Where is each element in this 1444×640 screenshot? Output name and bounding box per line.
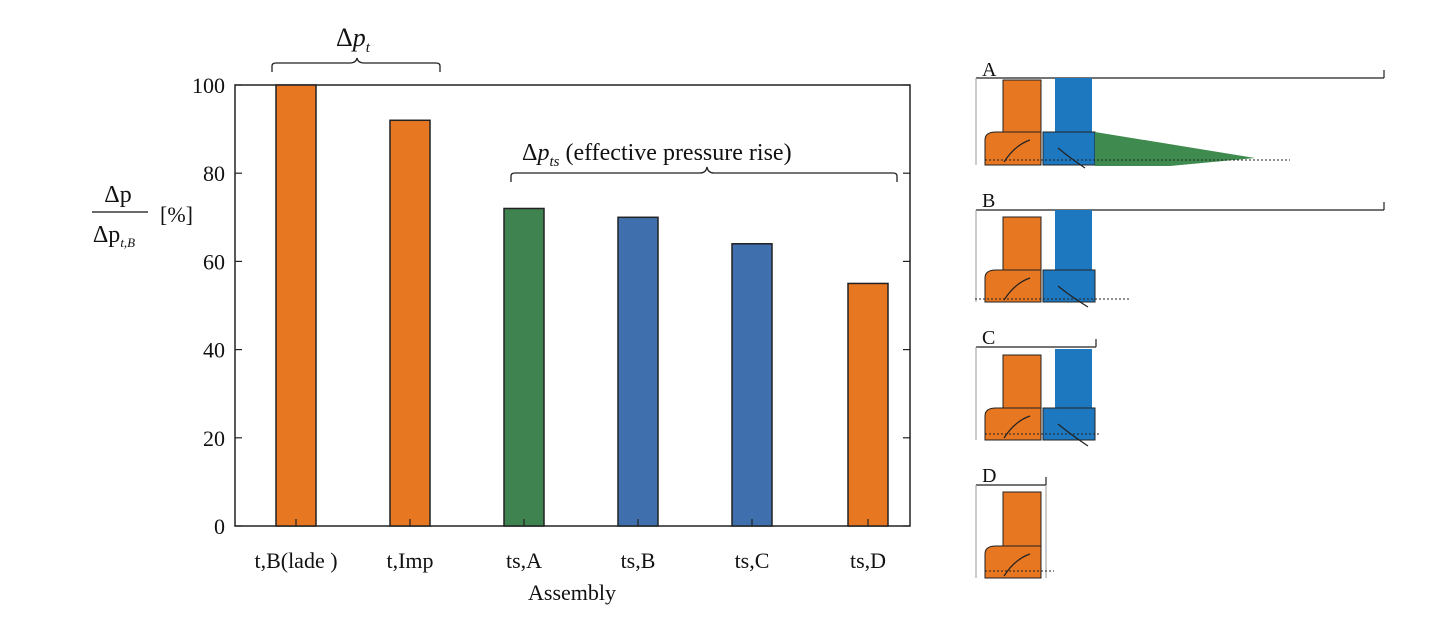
bracket-delta-pt: Δpt [271,23,441,72]
y-axis-label: Δp Δpt,B [%] [92,182,193,250]
schematic-a-label: A [982,59,997,81]
x-tick-label: ts,D [850,548,886,573]
svg-text:Δpt,B: Δpt,B [93,222,135,250]
schematic-a-cone [1095,132,1255,166]
y-label-denominator: Δp [93,222,120,248]
schematic-d-label: D [982,465,996,487]
y-tick-label: 0 [214,514,225,539]
bracket-left-delta: Δ [336,23,353,52]
y-tick-label: 40 [203,338,225,363]
bar-0 [275,84,317,527]
y-tick-label: 100 [192,73,225,98]
bracket-right-delta: Δ [522,140,537,166]
y-tick-label: 60 [203,249,225,274]
x-tick-label: ts,A [506,548,542,573]
y-label-denominator-sub: t,B [120,235,135,250]
bar-4 [731,243,773,527]
schematic-b: B [975,190,1385,308]
plot-frame [234,84,911,527]
y-tick-label: 20 [203,426,225,451]
y-axis-ticks: 0 20 40 60 80 100 [192,73,910,539]
bar-5 [847,282,889,527]
x-tick-label: ts,B [621,548,656,573]
bracket-left-p: p [351,23,366,52]
y-label-unit: [%] [160,202,193,227]
x-tick-label: ts,C [735,548,770,573]
schematic-c-label: C [982,327,995,349]
x-axis-ticks: t,B(lade ) t,Imp ts,A ts,B ts,C ts,D [254,519,886,573]
bar-1 [389,119,431,527]
bracket-delta-pts: Δpts (effective pressure rise) [510,140,898,182]
y-label-numerator: Δp [104,182,131,208]
x-tick-label: t,B(lade ) [254,548,337,573]
bracket-left-sub: t [366,40,371,56]
schematic-b-label: B [982,190,995,212]
bracket-right-p: p [535,140,549,166]
svg-text:Δp: Δp [104,182,131,208]
bar-3 [617,216,659,527]
x-axis-label: Assembly [528,580,616,605]
x-tick-label: t,Imp [386,548,433,573]
schematic-d: D [975,465,1054,579]
bar-2 [503,207,545,527]
schematic-c: C [975,327,1100,447]
bracket-right-sub: ts [549,154,559,170]
y-tick-label: 80 [203,161,225,186]
schematic-a: A [975,59,1385,169]
svg-text:Δpt: Δpt [336,23,371,56]
svg-text:Δpts (effective pressure rise): Δpts (effective pressure rise) [522,140,792,170]
bracket-right-text: (effective pressure rise) [559,140,791,166]
bars [275,84,889,527]
